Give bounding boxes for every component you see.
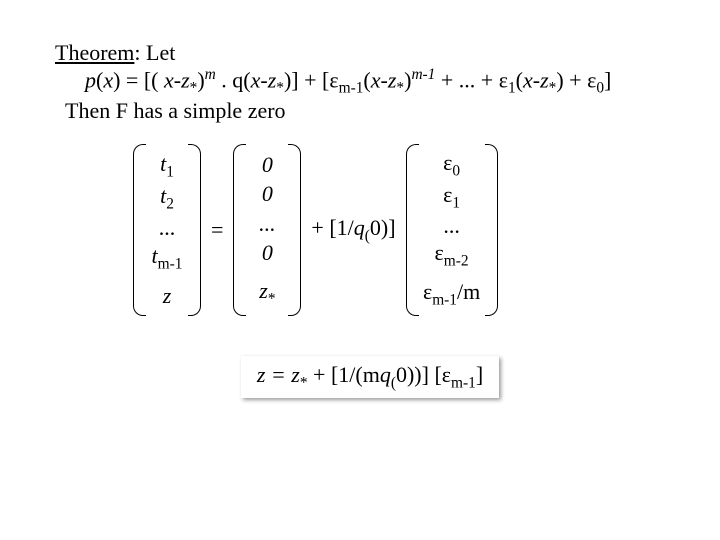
txt: ] xyxy=(388,215,395,240)
vec-entry: 0 xyxy=(262,181,273,206)
sub: 1 xyxy=(166,163,174,180)
left-bracket xyxy=(233,144,246,316)
eps: ε xyxy=(443,182,452,207)
x-symbol: x xyxy=(103,67,113,92)
z: z xyxy=(291,362,300,387)
theorem-colon-let: : Let xyxy=(134,40,175,65)
left-bracket xyxy=(406,144,419,316)
star-sub: * xyxy=(300,374,308,391)
slide-content: Theorem: Let p(x) = [( x-z*)m . q(x-z*)]… xyxy=(55,40,685,398)
then-line: Then F has a simple zero xyxy=(65,98,685,124)
star-sub: * xyxy=(396,80,404,97)
vec-entry: 0 xyxy=(262,240,273,265)
txt: ) = [( xyxy=(113,67,164,92)
sub: 1 xyxy=(508,80,516,97)
theorem-heading: Theorem: Let xyxy=(55,40,685,66)
exp: m-1 xyxy=(411,66,435,83)
then-text: Then F has a simple zero xyxy=(65,98,286,123)
vec-entry: z* xyxy=(259,278,275,308)
xz: x-z xyxy=(164,67,190,92)
xz: x-z xyxy=(523,67,549,92)
xz: x-z xyxy=(251,67,277,92)
xz: x-z xyxy=(371,67,397,92)
txt: + [1/(m xyxy=(308,362,380,387)
vec-entry: εm-1/m xyxy=(423,279,480,309)
sub: 0 xyxy=(596,80,604,97)
vec-entry: ... xyxy=(159,215,176,240)
conclusion-box: z = z* + [1/(mq(0))] [εm-1] xyxy=(241,356,499,398)
vec-entry: t1 xyxy=(160,151,174,181)
equals-sign: = xyxy=(211,217,223,243)
epsilon: ε xyxy=(587,67,596,92)
q: q xyxy=(354,215,365,240)
eps: ε xyxy=(442,362,451,387)
vector-zero: 0 0 ... 0 z* xyxy=(235,144,299,316)
txt: ] xyxy=(604,67,611,92)
txt: ) xyxy=(556,67,563,92)
plus-factor: + [1/q(0)] xyxy=(311,215,395,245)
eps: ε xyxy=(443,150,452,175)
star-sub: * xyxy=(268,290,276,307)
right-bracket xyxy=(188,144,201,316)
vec-entry: εm-2 xyxy=(435,240,469,270)
sub: 2 xyxy=(166,196,174,213)
p-of-x-definition: p(x) = [( x-z*)m . q(x-z*)] + [εm-1(x-z*… xyxy=(85,66,685,98)
txt: ] xyxy=(476,362,483,387)
right-bracket xyxy=(485,144,498,316)
txt: ( xyxy=(516,67,523,92)
vec-entry: tm-1 xyxy=(152,243,183,273)
txt: 0) xyxy=(370,215,388,240)
matrix-equation: t1 t2 ... tm-1 z = 0 0 ... 0 z* + [1/q(0… xyxy=(135,144,685,316)
txt: ( xyxy=(363,67,370,92)
sub: m-1 xyxy=(339,80,364,97)
epsilon: ε xyxy=(499,67,508,92)
eps: ε xyxy=(423,279,432,304)
sub: 0 xyxy=(452,163,460,180)
vec-entry: 0 xyxy=(262,152,273,177)
m-exp: m xyxy=(205,66,216,83)
epsilon: ε xyxy=(329,67,338,92)
txt: 0) xyxy=(396,362,414,387)
conclusion-row: z = z* + [1/(mq(0))] [εm-1] xyxy=(55,356,685,398)
vec-entry: ε1 xyxy=(443,182,460,212)
txt: + [1/ xyxy=(311,215,353,240)
txt: )] [ xyxy=(414,362,441,387)
txt: + ... + xyxy=(435,67,498,92)
q: q xyxy=(380,362,391,387)
theorem-word: Theorem xyxy=(55,40,134,65)
eps: ε xyxy=(435,240,444,265)
vec-entry: t2 xyxy=(160,183,174,213)
txt: . q( xyxy=(216,67,251,92)
z-eq: z = xyxy=(257,362,291,387)
vec-entry: ... xyxy=(259,211,276,236)
txt: ) xyxy=(197,67,204,92)
txt: /m xyxy=(457,279,480,304)
txt: + xyxy=(564,67,587,92)
vec-entry: z xyxy=(163,283,172,308)
vector-epsilon: ε0 ε1 ... εm-2 εm-1/m xyxy=(408,144,496,316)
sub: m-2 xyxy=(444,252,469,269)
vec-entry: ... xyxy=(443,213,460,238)
z: z xyxy=(259,278,268,303)
right-bracket xyxy=(288,144,301,316)
left-bracket xyxy=(133,144,146,316)
sub: m-1 xyxy=(451,374,476,391)
star-sub: * xyxy=(276,80,284,97)
p-symbol: p xyxy=(85,67,96,92)
sub: m-1 xyxy=(432,291,457,308)
sub: 1 xyxy=(452,194,460,211)
sub: m-1 xyxy=(158,255,183,272)
txt: )] + [ xyxy=(284,67,329,92)
vec-entry: ε0 xyxy=(443,150,460,180)
vector-t: t1 t2 ... tm-1 z xyxy=(135,144,199,316)
